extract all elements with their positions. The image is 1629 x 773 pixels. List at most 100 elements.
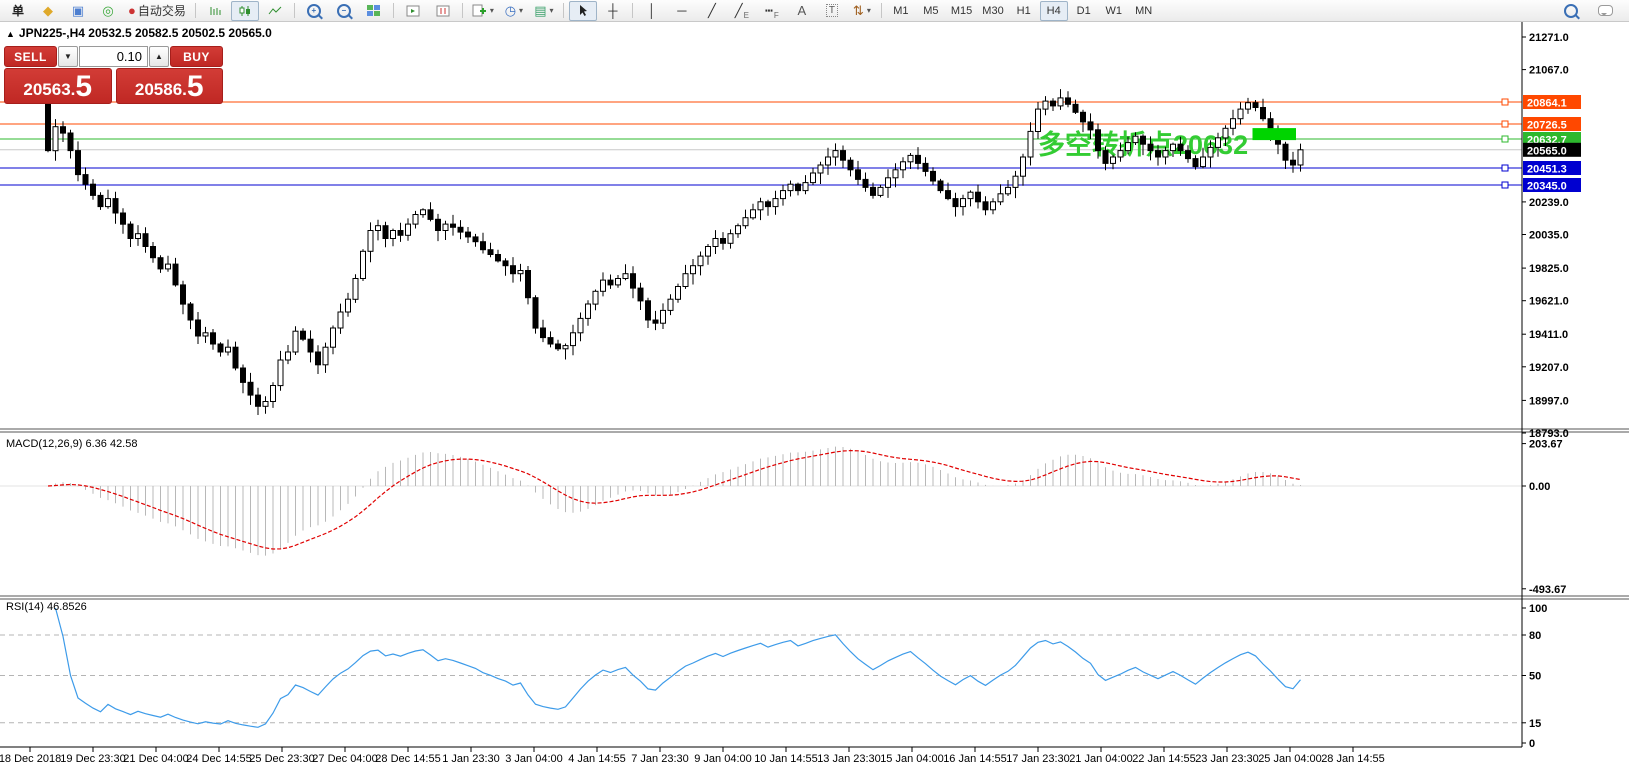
- magnifier-icon: +: [306, 3, 321, 18]
- svg-text:203.67: 203.67: [1529, 439, 1563, 451]
- sell-button[interactable]: SELL: [4, 46, 57, 67]
- cursor-button[interactable]: [568, 0, 597, 21]
- toolbar-separator: [461, 3, 463, 18]
- bar-chart-button[interactable]: [201, 1, 229, 21]
- candlestick-series: [45, 89, 1304, 415]
- trendline-button[interactable]: ╱: [707, 3, 716, 18]
- magnifier-icon: −: [336, 3, 351, 18]
- toolbar-separator: [194, 3, 196, 18]
- volume-decrease-button[interactable]: [58, 46, 78, 67]
- rsi-axis: 100 80 50 15 0: [1522, 603, 1547, 750]
- panel-collapse-arrow[interactable]: ▲: [6, 29, 15, 39]
- svg-text:20565.0: 20565.0: [1527, 145, 1567, 157]
- signal-icon[interactable]: ◎: [102, 3, 114, 18]
- highlight-rectangle[interactable]: [1252, 128, 1297, 141]
- rsi-label: RSI(14) 46.8526: [6, 601, 87, 613]
- timeframe-d1-button[interactable]: D1: [1076, 4, 1091, 17]
- candlestick-chart-button[interactable]: [230, 0, 259, 21]
- timeframe-m1-button[interactable]: M1: [893, 4, 909, 17]
- svg-text:20726.5: 20726.5: [1527, 120, 1567, 132]
- svg-text:19207.0: 19207.0: [1529, 362, 1569, 374]
- toolbar-buttons: 单 ◆ ▣ ◎ ● 自动交易 + − ▾ ◷ ▾ ▤ ▾ ┼ │ ─ ╱ ╱ E ┅ F A T ⇅ ▾ M1 M5 M15 M30 H1…: [4, 0, 1158, 21]
- timeframe-m15-button[interactable]: M15: [950, 4, 973, 17]
- horizontal-line-button[interactable]: ─: [677, 3, 687, 18]
- timeframe-h4-button[interactable]: H4: [1039, 0, 1068, 21]
- zoom-out-button[interactable]: −: [330, 1, 358, 21]
- crosshair-button[interactable]: ┼: [608, 3, 618, 18]
- level-drag-handle[interactable]: [1501, 135, 1509, 143]
- svg-text:18 Dec 2018: 18 Dec 2018: [0, 753, 61, 765]
- rsi-value: 46.8526: [46, 601, 87, 613]
- search-button[interactable]: [1557, 1, 1585, 21]
- timeframe-m5-button[interactable]: M5: [923, 4, 939, 17]
- macd-values: 6.36 42.58: [85, 438, 138, 450]
- svg-text:7 Jan 23:30: 7 Jan 23:30: [631, 753, 689, 765]
- svg-text:21067.0: 21067.0: [1529, 65, 1569, 77]
- svg-text:23 Jan 23:30: 23 Jan 23:30: [1195, 753, 1259, 765]
- chart-shift-button[interactable]: [429, 1, 457, 21]
- periods-button[interactable]: ◷ ▾: [504, 3, 524, 18]
- timeframe-h1-button[interactable]: H1: [1016, 4, 1031, 17]
- svg-text:19621.0: 19621.0: [1529, 296, 1569, 308]
- svg-text:15: 15: [1529, 718, 1541, 730]
- autotrade-button[interactable]: ● 自动交易: [128, 3, 186, 18]
- auto-arrange-button[interactable]: [399, 1, 427, 21]
- svg-text:21 Dec 04:00: 21 Dec 04:00: [123, 753, 188, 765]
- timeframe-w1-button[interactable]: W1: [1105, 4, 1122, 17]
- level-drag-handle[interactable]: [1501, 120, 1509, 128]
- line-chart-button[interactable]: [261, 1, 289, 21]
- tile-windows-button[interactable]: [360, 1, 388, 21]
- svg-text:-493.67: -493.67: [1529, 584, 1566, 596]
- svg-text:20451.3: 20451.3: [1527, 164, 1567, 176]
- level-price-badge: 20726.5: [1523, 117, 1581, 132]
- equidistant-channel-button[interactable]: ╱ E: [734, 3, 749, 20]
- rsi-line: [54, 607, 1301, 728]
- svg-text:19411.0: 19411.0: [1529, 329, 1568, 341]
- timeframe-mn-button[interactable]: MN: [1135, 4, 1153, 17]
- sell-price-box[interactable]: 20563. 5: [4, 68, 112, 104]
- chat-bubble-icon: [1597, 5, 1613, 16]
- zoom-in-button[interactable]: +: [300, 1, 328, 21]
- volume-increase-button[interactable]: [149, 46, 169, 67]
- tiles-icon: [367, 5, 381, 16]
- buy-button[interactable]: BUY: [170, 46, 223, 67]
- indicators-button[interactable]: ▾: [468, 1, 498, 21]
- one-click-trading-panel: SELL BUY 20563.5 20586.5: [4, 46, 223, 104]
- templates-button[interactable]: ▤ ▾: [534, 3, 554, 18]
- svg-text:9 Jan 04:00: 9 Jan 04:00: [694, 753, 752, 765]
- dropdown-arrow-icon: ▾: [866, 6, 871, 15]
- price-level-lines[interactable]: [0, 101, 1522, 186]
- svg-text:18793.0: 18793.0: [1529, 428, 1569, 440]
- svg-text:80: 80: [1529, 630, 1541, 642]
- buy-price-main: 20586: [134, 80, 183, 99]
- buy-price-box[interactable]: 20586. 5: [115, 68, 223, 104]
- level-drag-handle[interactable]: [1501, 164, 1509, 172]
- svg-text:27 Dec 04:00: 27 Dec 04:00: [312, 753, 377, 765]
- toolbar-separator: [631, 3, 633, 18]
- svg-text:4 Jan 14:55: 4 Jan 14:55: [568, 753, 626, 765]
- arrows-button[interactable]: ⇅ ▾: [852, 3, 871, 18]
- svg-text:24 Dec 14:55: 24 Dec 14:55: [186, 753, 251, 765]
- new-order-button[interactable]: 单: [11, 4, 24, 18]
- symbol-ohlc-text: JPN225-,H4 20532.5 20582.5 20502.5 20565…: [18, 26, 272, 40]
- dropdown-arrow-icon: ▾: [549, 6, 554, 15]
- volume-input[interactable]: [79, 46, 148, 67]
- chat-button[interactable]: [1591, 1, 1619, 21]
- level-drag-handle[interactable]: [1501, 181, 1509, 189]
- svg-text:20239.0: 20239.0: [1529, 197, 1569, 209]
- svg-text:21 Jan 04:00: 21 Jan 04:00: [1069, 753, 1133, 765]
- terminal-window-icon[interactable]: ▣: [71, 3, 85, 18]
- timeframe-m30-button[interactable]: M30: [982, 4, 1004, 17]
- fibonacci-button[interactable]: ┅ F: [765, 3, 779, 20]
- svg-text:25 Dec 23:30: 25 Dec 23:30: [249, 753, 314, 765]
- text-button[interactable]: A: [797, 3, 807, 18]
- price-axis[interactable]: 21271.0 21067.0 20239.0 20035.0 19825.0 19621…: [1522, 32, 1569, 440]
- text-label-button[interactable]: T: [818, 1, 846, 21]
- package-icon[interactable]: ◆: [43, 3, 53, 18]
- level-drag-handle[interactable]: [1501, 98, 1509, 106]
- svg-text:0: 0: [1529, 738, 1535, 750]
- vertical-line-button[interactable]: │: [647, 3, 656, 18]
